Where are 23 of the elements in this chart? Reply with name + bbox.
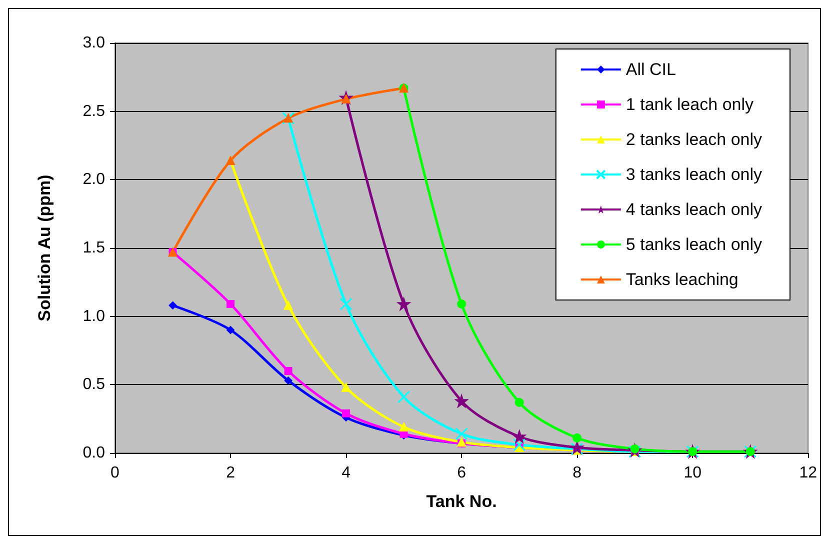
legend-label: 5 tanks leach only [626, 235, 762, 254]
y-tick-label: 0.5 [82, 376, 106, 394]
y-tick-label: 1.5 [82, 240, 106, 256]
x-tick-label: 4 [342, 464, 351, 482]
y-tick-label: 2.0 [82, 171, 106, 188]
x-tick-label: 8 [572, 464, 582, 482]
y-tick-label: 1.0 [82, 308, 106, 325]
legend-label: 1 tank leach only [626, 95, 754, 114]
y-tick-label: 0.0 [82, 444, 106, 462]
y-tick-label: 3.0 [82, 34, 106, 52]
legend-label: 2 tanks leach only [626, 130, 762, 149]
legend-label: 4 tanks leach only [626, 200, 762, 219]
x-tick-label: 6 [457, 464, 466, 482]
x-tick-label: 0 [110, 464, 120, 482]
x-axis-title: Tank No. [426, 492, 497, 511]
y-axis-title: Solution Au (ppm) [35, 174, 54, 322]
x-tick-label: 12 [799, 464, 818, 482]
y-tick-label: 2.5 [82, 102, 106, 120]
x-tick-label: 10 [684, 464, 702, 482]
legend-label: Tanks leaching [626, 270, 738, 289]
legend-label: 3 tanks leach only [626, 165, 762, 184]
x-tick-label: 2 [226, 464, 236, 482]
legend-label: All CIL [626, 60, 676, 79]
